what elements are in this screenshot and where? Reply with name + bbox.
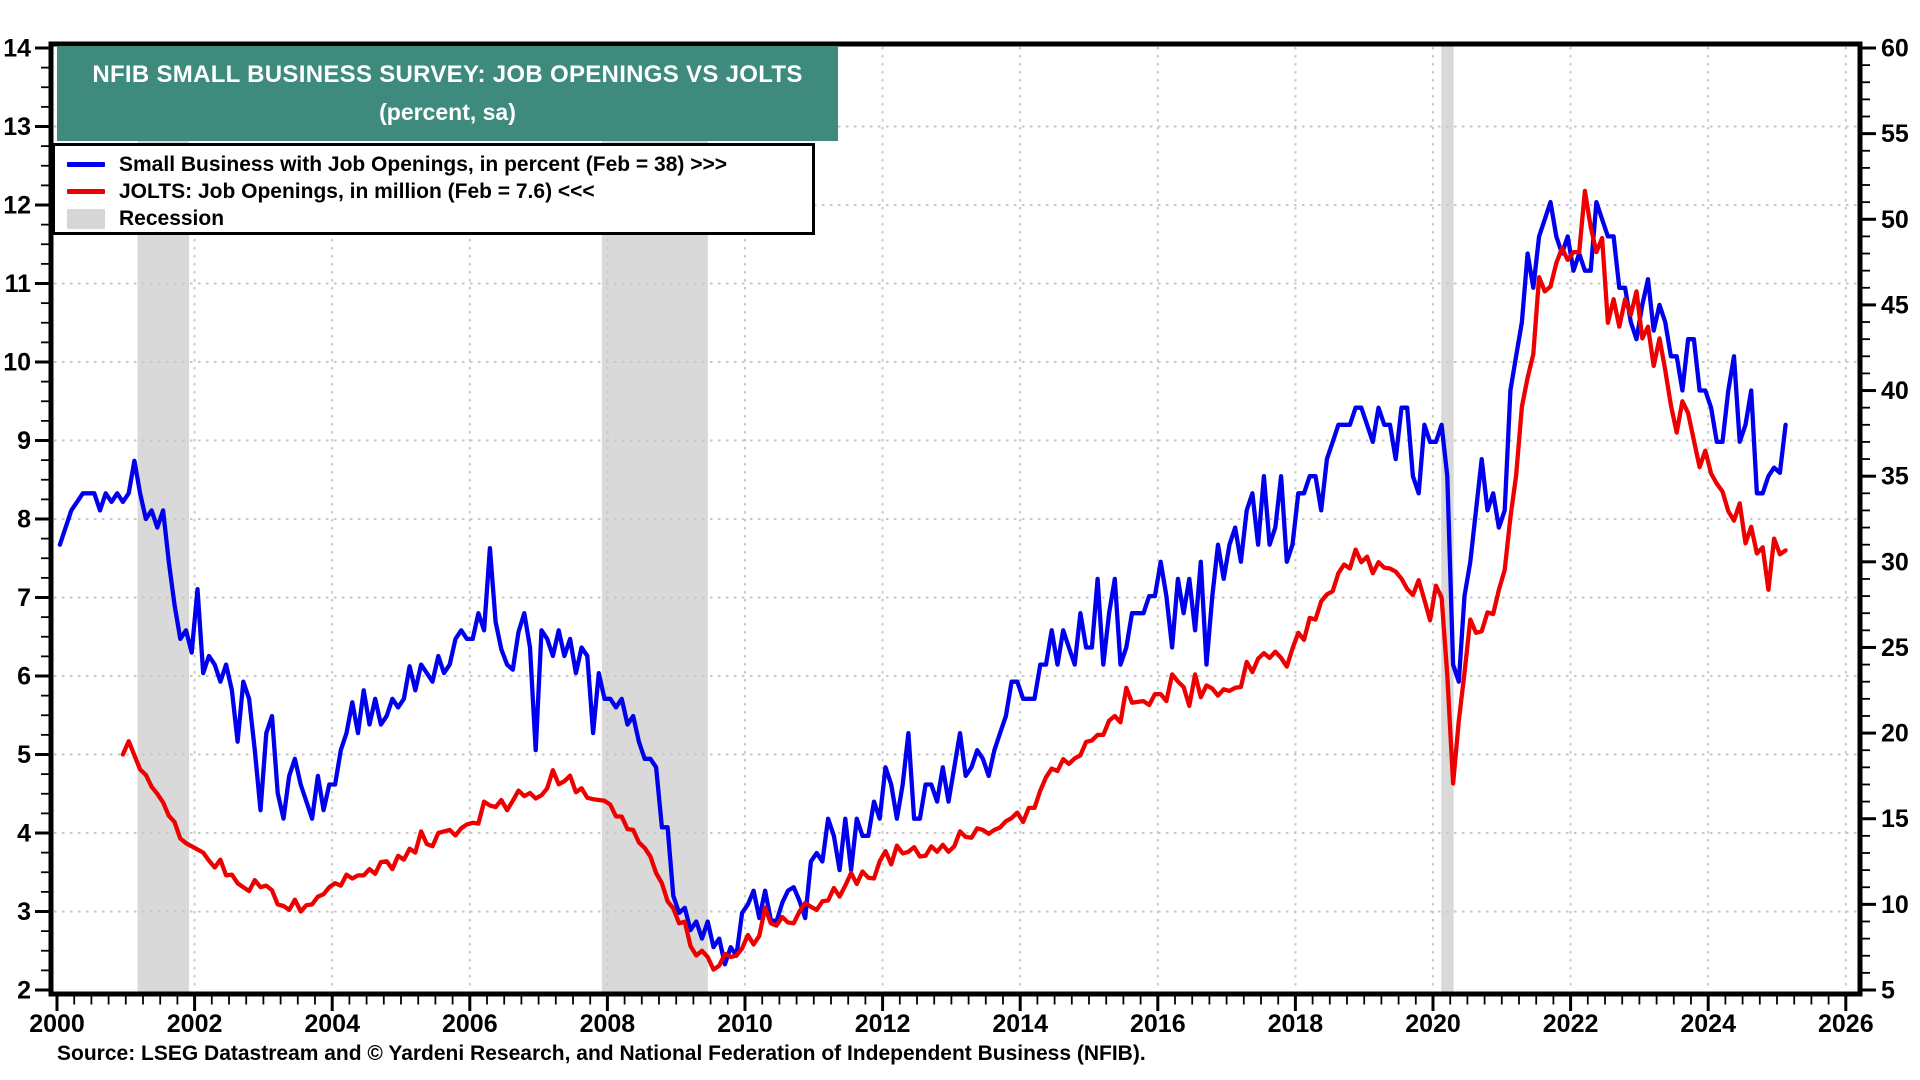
plot-border [48, 41, 1863, 997]
right-axis-label: 15 [1881, 805, 1909, 833]
x-tick-label: 2008 [580, 1010, 636, 1038]
legend-label: JOLTS: Job Openings, in million (Feb = 7… [119, 180, 595, 203]
legend-label: Recession [119, 207, 225, 230]
chart-subtitle: (percent, sa) [379, 99, 516, 125]
left-axis-label: 7 [17, 584, 31, 612]
x-tick-label: 2024 [1680, 1010, 1736, 1038]
right-axis-label: 10 [1881, 891, 1909, 919]
x-tick-label: 2018 [1268, 1010, 1324, 1038]
left-axis-label: 9 [17, 427, 31, 455]
left-axis-label: 4 [17, 820, 31, 848]
x-tick-label: 2026 [1818, 1010, 1874, 1038]
series-jolts-line [120, 188, 1788, 972]
left-axis-label: 8 [17, 506, 31, 534]
x-tick-label: 2016 [1130, 1010, 1186, 1038]
x-tick-label: 2012 [855, 1010, 911, 1038]
right-axis-label: 20 [1881, 720, 1909, 748]
left-axis-label: 10 [3, 349, 31, 377]
x-tick-label: 2006 [442, 1010, 498, 1038]
x-tick-label: 2014 [992, 1010, 1048, 1038]
right-axis-label: 45 [1881, 291, 1909, 319]
right-axis-label: 30 [1881, 548, 1909, 576]
chart-title: NFIB SMALL BUSINESS SURVEY: JOB OPENINGS… [92, 61, 803, 88]
left-axis-label: 5 [17, 741, 31, 769]
left-axis-label: 11 [5, 270, 32, 298]
x-tick-label: 2020 [1405, 1010, 1461, 1038]
left-axis-label: 2 [17, 977, 31, 1005]
title-banner: NFIB SMALL BUSINESS SURVEY: JOB OPENINGS… [57, 46, 838, 141]
left-axis-label: 13 [3, 113, 31, 141]
left-axis-label: 6 [17, 663, 31, 691]
x-tick-label: 2002 [167, 1010, 223, 1038]
right-axis-label: 35 [1881, 463, 1909, 491]
x-tick-label: 2010 [717, 1010, 773, 1038]
left-axis-label: 12 [3, 192, 31, 220]
x-tick-label: 2000 [29, 1010, 85, 1038]
left-axis-label: 14 [3, 35, 31, 63]
legend-label: Small Business with Job Openings, in per… [119, 153, 727, 176]
legend-item-small-business: Small Business with Job Openings, in per… [67, 151, 812, 178]
source-note: Source: LSEG Datastream and © Yardeni Re… [57, 1042, 1146, 1065]
blue-line-swatch [67, 162, 105, 167]
right-axis-label: 55 [1881, 120, 1909, 148]
right-axis-label: 60 [1881, 35, 1909, 63]
right-axis-label: 5 [1881, 977, 1895, 1005]
right-axis-label: 40 [1881, 377, 1909, 405]
legend-box: Small Business with Job Openings, in per… [52, 143, 815, 235]
right-axis-label: 25 [1881, 634, 1909, 662]
x-tick-label: 2004 [304, 1010, 360, 1038]
x-tick-label: 2022 [1543, 1010, 1599, 1038]
right-axis-label: 50 [1881, 206, 1909, 234]
red-line-swatch [67, 189, 105, 194]
legend-item-recession: Recession [67, 205, 812, 232]
legend-item-jolts: JOLTS: Job Openings, in million (Feb = 7… [67, 178, 812, 205]
series-small-business-line [57, 199, 1788, 967]
recession-swatch [67, 208, 105, 229]
left-axis-label: 3 [17, 898, 31, 926]
